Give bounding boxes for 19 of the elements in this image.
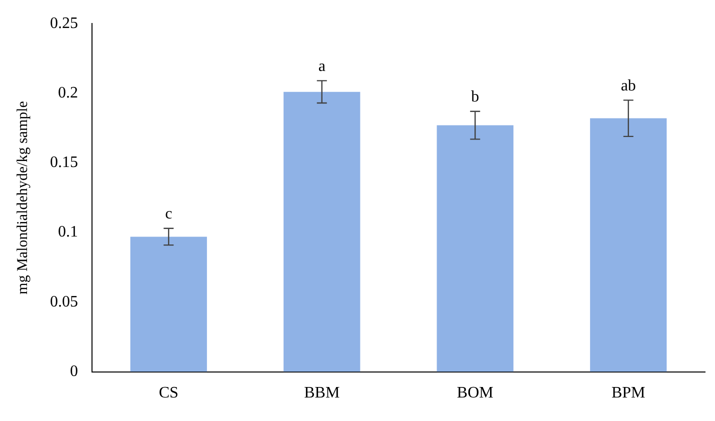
y-tick-label: 0.05	[50, 293, 78, 310]
y-tick-label: 0.2	[58, 84, 78, 102]
bar	[436, 125, 514, 372]
x-tick-label: CS	[158, 384, 178, 402]
y-tick-label: 0	[70, 363, 78, 380]
bar	[130, 236, 207, 372]
y-axis-title: mg Malondialdehyde/kg sample	[14, 100, 31, 294]
y-tick-label: 0.1	[58, 224, 78, 241]
y-tick-label: 0.15	[50, 154, 78, 172]
x-tick-label: BPM	[611, 384, 646, 402]
annotation: a	[318, 58, 326, 75]
annotation: c	[165, 206, 172, 223]
y-tick-label: 0.25	[50, 14, 78, 32]
bar	[284, 92, 360, 372]
x-tick-label: BOM	[456, 384, 494, 402]
bar	[590, 118, 667, 372]
x-tick-label: BBM	[304, 384, 340, 402]
annotation: ab	[620, 77, 636, 94]
annotation: b	[471, 88, 480, 106]
